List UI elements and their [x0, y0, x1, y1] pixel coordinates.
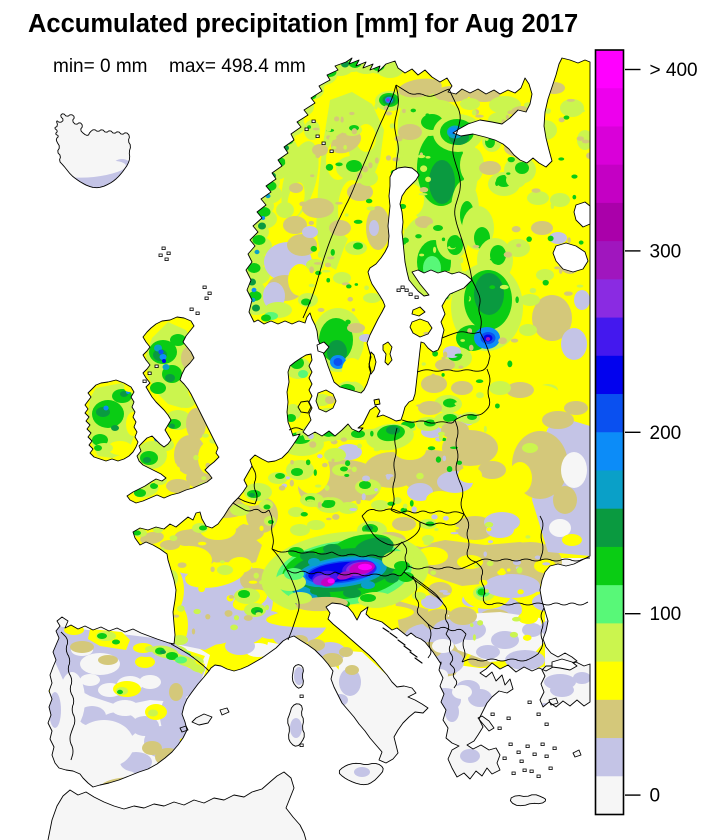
svg-text:200: 200 — [650, 423, 682, 444]
svg-text:0: 0 — [650, 786, 661, 807]
svg-text:100: 100 — [650, 604, 682, 625]
svg-text:300: 300 — [650, 241, 682, 262]
svg-text:> 400: > 400 — [650, 60, 698, 81]
